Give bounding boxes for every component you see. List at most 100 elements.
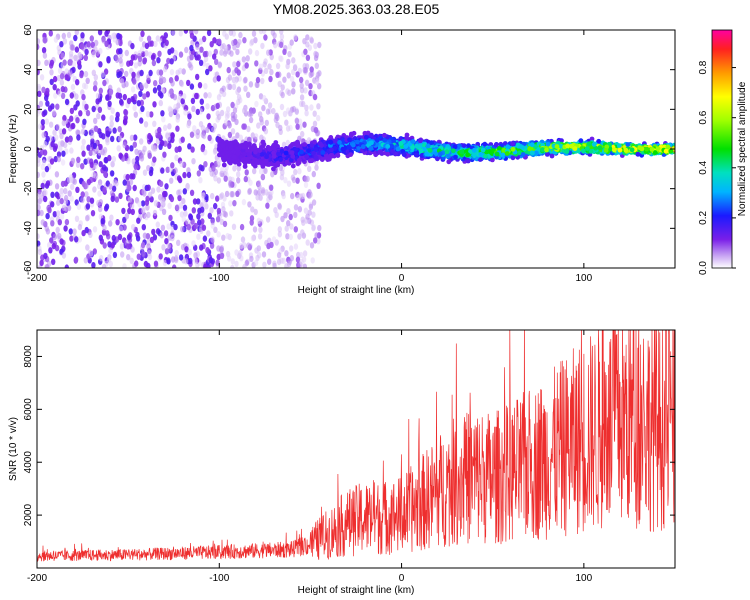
spectrogram-cell — [549, 153, 555, 159]
spectrogram-cell — [242, 164, 248, 169]
spectrogram-cell — [195, 73, 200, 81]
spectrogram-cell — [126, 254, 131, 261]
spectrogram-cell — [37, 107, 42, 114]
spectrogram-cell — [116, 145, 121, 152]
spectrogram-cell — [170, 47, 175, 54]
spectrogram-cell — [175, 125, 180, 132]
spectrogram-cell — [256, 122, 261, 129]
spectrogram-cell — [139, 154, 145, 161]
spectrogram-cell — [90, 41, 96, 48]
spectrogram-cell — [97, 106, 103, 114]
spectrogram-cell — [311, 199, 317, 206]
spectrogram-cell — [270, 30, 276, 36]
spectrogram-cell — [166, 135, 171, 142]
spectrogram-cell — [67, 190, 72, 197]
spectrogram-cell — [187, 143, 192, 150]
spectrogram-cell — [92, 142, 98, 150]
spectrogram-cell — [300, 216, 305, 223]
spectrogram-cell — [43, 141, 48, 148]
spectrogram-cell — [236, 171, 241, 178]
spectrogram-cell — [291, 68, 296, 76]
spectrogram-cell — [231, 223, 237, 230]
spectrogram-cell — [217, 38, 222, 45]
spectrogram-cell — [184, 246, 189, 253]
spectrogram-cell — [261, 104, 266, 112]
spectrogram-cell — [255, 76, 261, 84]
spectrogram-cell — [247, 110, 252, 118]
spectrogram-cell — [119, 78, 125, 85]
spectrogram-cell — [475, 141, 481, 147]
spectrogram-cell — [279, 103, 285, 111]
spectrogram-cell — [56, 151, 62, 158]
spectrogram-cell — [181, 216, 186, 223]
spectrogram-cell — [53, 155, 58, 163]
spectrogram-cell — [213, 202, 218, 210]
spectrogram-cell — [50, 140, 55, 148]
spectrogram-cell — [131, 224, 136, 231]
spectrogram-cell — [228, 180, 233, 187]
spectrogram-cell — [147, 191, 153, 198]
spectrogram-cell — [244, 169, 249, 176]
spectrogram-cell — [236, 161, 242, 167]
spectrogram-cell — [275, 71, 280, 79]
spectrogram-cell — [57, 232, 62, 240]
spectrogram-cell — [90, 133, 95, 140]
spectrogram-cell — [116, 71, 121, 79]
spectrogram-cell — [208, 256, 213, 264]
spectrogram-cell — [196, 233, 201, 240]
spectrogram-cell — [152, 87, 158, 94]
spectrogram-cell — [166, 242, 171, 249]
spectrogram-cell — [189, 189, 195, 196]
spectrogram-cell — [149, 236, 155, 244]
spectrogram-cell — [59, 197, 64, 205]
spectrogram-cell — [177, 93, 183, 101]
spectrogram-cell — [291, 88, 296, 95]
spectrogram-cell — [196, 198, 201, 205]
spectrogram-cell — [129, 257, 134, 264]
spectrogram-cell — [157, 50, 162, 57]
spectrogram-cell — [43, 252, 48, 260]
spectrogram-cell — [193, 252, 198, 259]
spectrogram-cell — [180, 136, 185, 143]
spectrogram-cell — [176, 189, 181, 196]
spectrogram-cell — [241, 56, 246, 63]
spectrogram-cell — [293, 211, 298, 219]
spectrogram-cell — [314, 78, 320, 86]
spectrogram-cell — [108, 125, 113, 132]
spectrogram-cell — [223, 48, 228, 55]
spectrogram-cell — [80, 32, 85, 39]
spectrogram-cell — [283, 212, 288, 219]
spectrogram-cell — [59, 132, 64, 140]
spectrogram-cell — [162, 190, 167, 198]
spectrogram-cell — [124, 81, 129, 88]
spectrogram-cell — [74, 215, 80, 222]
spectrogram-cell — [193, 30, 199, 35]
spectrogram-cell — [57, 90, 62, 97]
spectrogram-cell — [64, 264, 69, 268]
spectrogram-cell — [56, 74, 61, 82]
spectrogram-cell — [262, 95, 267, 102]
spectrogram-cell — [173, 167, 178, 174]
spectrogram-cell — [228, 141, 234, 146]
spectrogram-cell — [145, 91, 150, 98]
spectrogram-cell — [271, 166, 276, 172]
spectrogram-cell — [219, 252, 225, 259]
spectrogram-cell — [146, 184, 151, 191]
spectrogram-cell — [63, 205, 69, 212]
spectrogram-cell — [317, 41, 322, 49]
spectrogram-cell — [84, 226, 89, 234]
spectrogram-cell — [62, 141, 68, 149]
spectrogram-cell — [240, 236, 246, 243]
spectrogram-cell — [155, 35, 160, 42]
spectrogram-cell — [309, 37, 314, 44]
spectrogram-cell — [234, 118, 239, 126]
spectrogram-cell — [52, 84, 57, 91]
spectrogram-cell — [156, 84, 162, 92]
spectrogram-cell — [37, 171, 40, 179]
spectrogram-cell — [130, 246, 135, 253]
spectrogram-cell — [125, 173, 130, 181]
spectrogram-cell — [163, 230, 169, 237]
spectrogram-cell — [313, 42, 318, 50]
spectrogram-cell — [310, 257, 315, 264]
spectrogram-cell — [215, 259, 220, 266]
